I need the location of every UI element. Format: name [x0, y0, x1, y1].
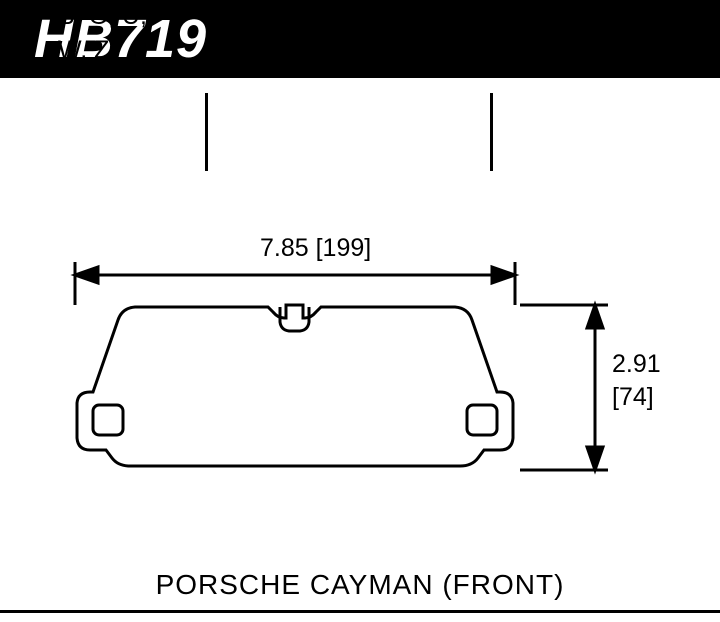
height-mm: [74] [612, 383, 654, 411]
height-dimension-label: 2.91 [74] [612, 348, 661, 413]
brake-pad-diagram [0, 0, 720, 560]
application-label: PORSCHE CAYMAN (FRONT) [0, 569, 720, 601]
height-in: 2.91 [612, 350, 661, 378]
border-bottom [0, 610, 720, 613]
width-dimension-label: 7.85 [199] [260, 234, 371, 263]
